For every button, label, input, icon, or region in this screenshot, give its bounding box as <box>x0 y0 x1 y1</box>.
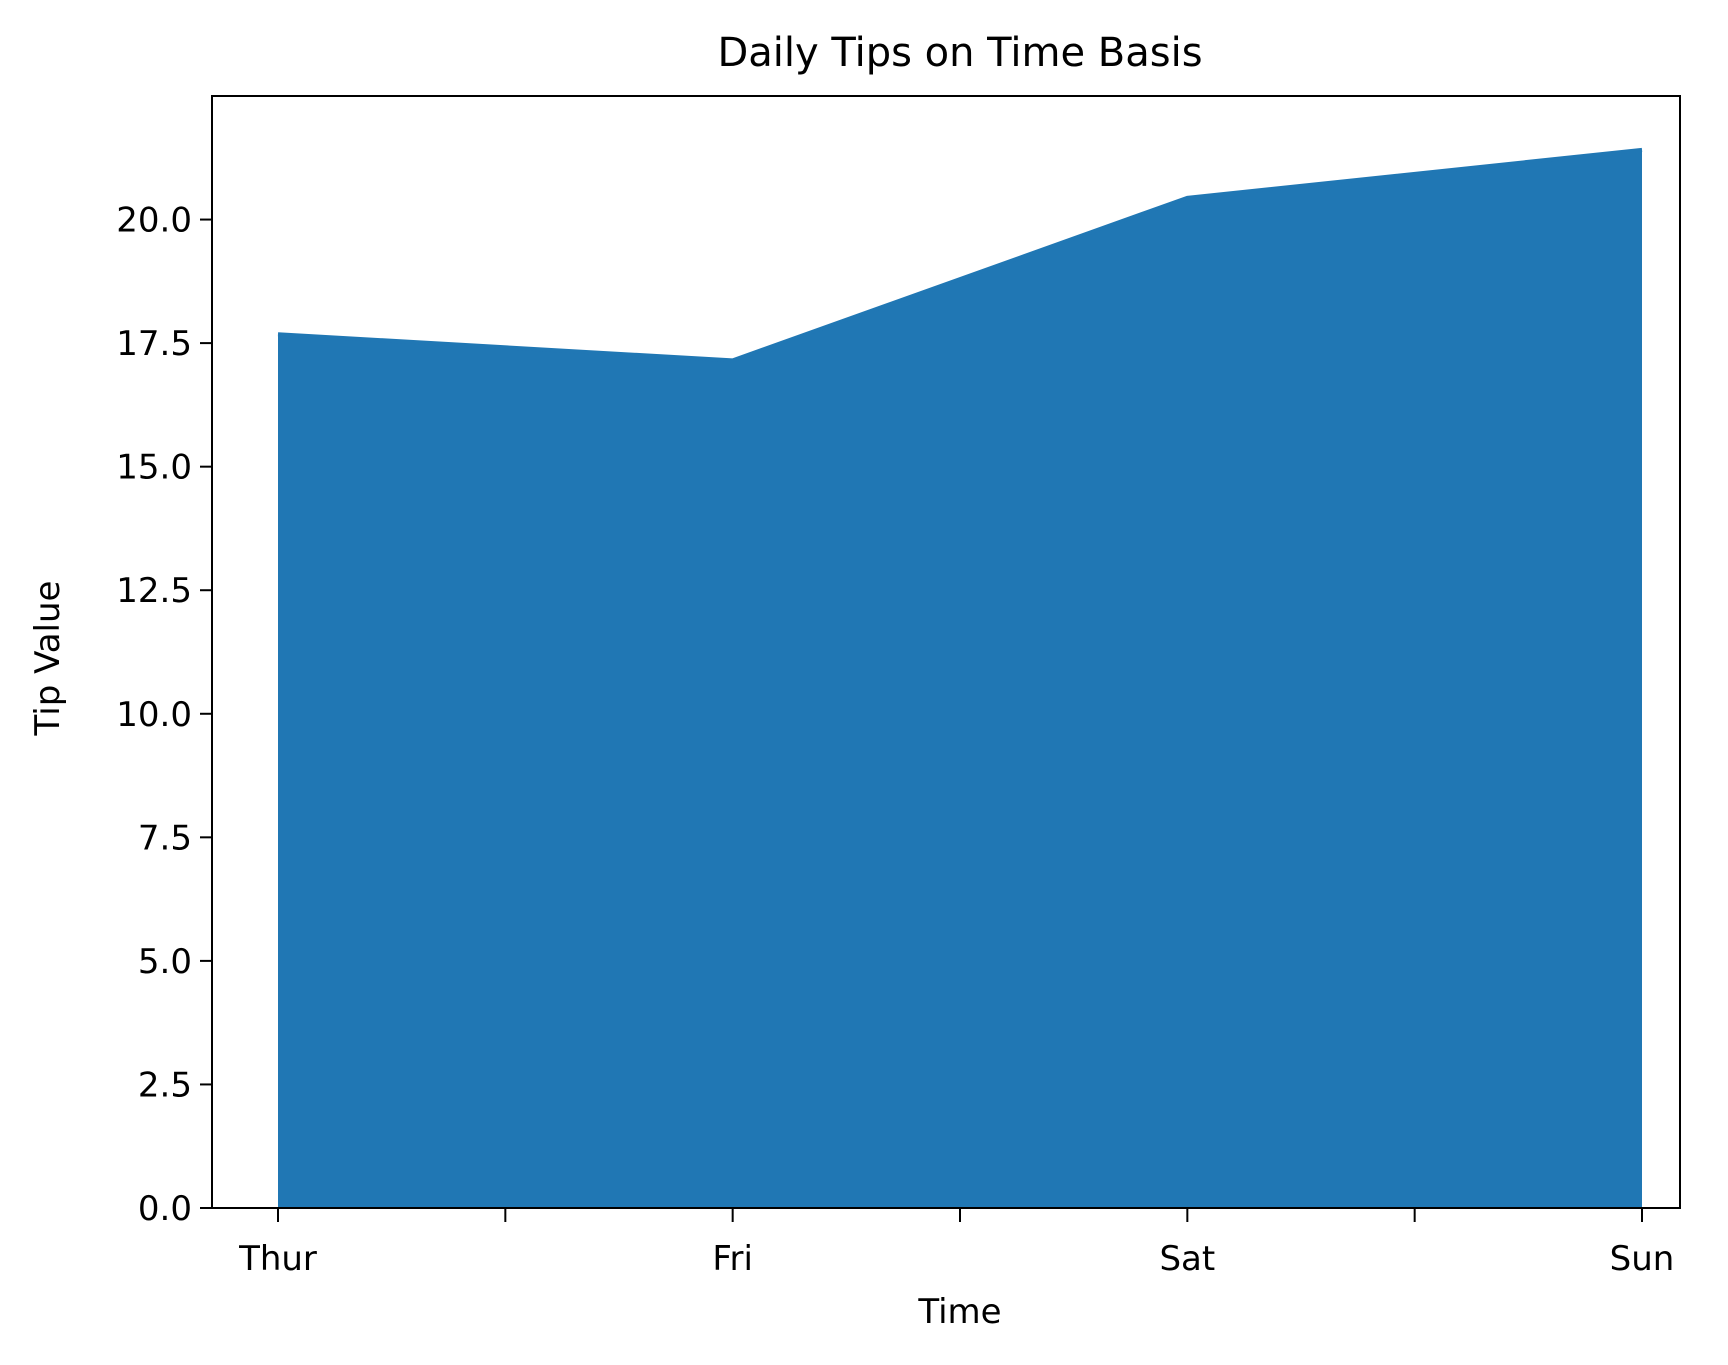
y-tick-label: 10.0 <box>116 695 192 735</box>
x-axis-label: Time <box>917 1292 1001 1332</box>
chart-title: Daily Tips on Time Basis <box>717 30 1202 76</box>
y-tick-label: 15.0 <box>116 448 192 488</box>
y-tick-label: 17.5 <box>116 324 192 364</box>
y-tick-label: 2.5 <box>138 1065 192 1105</box>
y-tick-label: 7.5 <box>138 818 192 858</box>
x-tick-label-sun: Sun <box>1610 1239 1675 1279</box>
y-tick-label: 12.5 <box>116 571 192 611</box>
y-tick-label: 20.0 <box>116 201 192 241</box>
y-tick-label: 0.0 <box>138 1189 192 1229</box>
x-tick-label-sat: Sat <box>1159 1239 1215 1279</box>
x-tick-label-fri: Fri <box>712 1239 753 1279</box>
x-tick-label-thur: Thur <box>238 1239 317 1279</box>
y-tick-label: 5.0 <box>138 942 192 982</box>
y-axis-label: Tip Value <box>28 581 68 737</box>
